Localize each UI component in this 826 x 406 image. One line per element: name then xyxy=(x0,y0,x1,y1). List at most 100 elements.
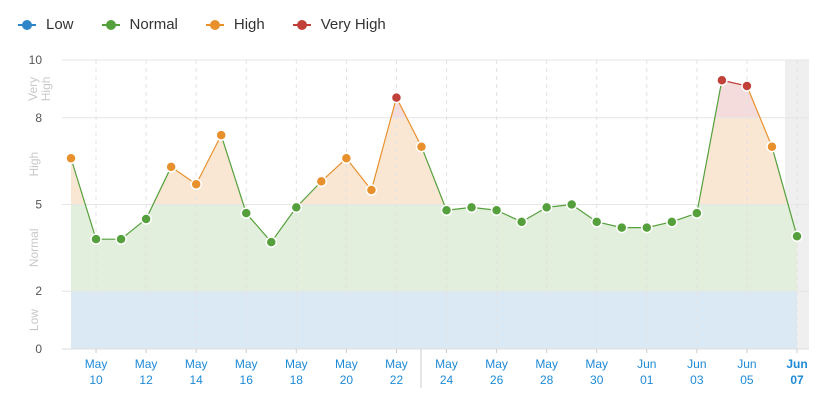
data-point[interactable] xyxy=(340,152,353,165)
data-point[interactable] xyxy=(590,216,603,228)
legend-low-label: Low xyxy=(46,16,74,33)
x-tick-label-month: May xyxy=(185,357,208,371)
x-tick-label-day: 14 xyxy=(189,373,203,387)
chart-legend: Low Normal High Very High xyxy=(18,16,386,33)
legend-item-high[interactable]: High xyxy=(205,16,265,33)
x-tick-label-month: May xyxy=(485,357,508,371)
data-point[interactable] xyxy=(565,198,578,211)
data-point[interactable] xyxy=(515,216,528,228)
series-line-segment xyxy=(220,134,247,214)
data-point[interactable] xyxy=(540,201,553,214)
series-line-segment xyxy=(345,157,372,191)
data-point[interactable] xyxy=(265,236,278,248)
x-tick-label-month: May xyxy=(585,357,608,371)
x-tick-label-month: May xyxy=(385,357,408,371)
legend-item-normal[interactable]: Normal xyxy=(101,16,178,33)
series-line-segment xyxy=(771,146,798,237)
x-tick-label-day: 24 xyxy=(440,373,454,387)
legend-item-very-high[interactable]: Very High xyxy=(292,16,386,33)
band-fill-high xyxy=(71,117,797,205)
data-point[interactable] xyxy=(190,178,202,191)
series-line-segment xyxy=(145,166,172,220)
y-tick-label: 8 xyxy=(35,111,42,125)
x-tick-label-month: May xyxy=(85,357,108,371)
legend-very-high-label: Very High xyxy=(320,16,386,33)
x-tick-label-month: Jun xyxy=(637,357,656,371)
y-tick-label: 5 xyxy=(35,198,42,212)
data-point[interactable] xyxy=(716,74,728,86)
series-line-segment xyxy=(746,85,773,147)
data-point[interactable] xyxy=(490,204,503,217)
band-label-low: Low xyxy=(27,309,41,331)
x-tick-label-day: 22 xyxy=(390,373,404,387)
series-line-segment xyxy=(420,146,448,211)
band-label-very-high: Very xyxy=(26,77,40,101)
x-tick-label-day: 05 xyxy=(740,373,754,387)
x-tick-label-month: Jun xyxy=(687,357,706,371)
series-line-segment xyxy=(696,80,723,214)
data-point[interactable] xyxy=(215,129,227,141)
data-point[interactable] xyxy=(90,233,102,245)
legend-low-marker xyxy=(18,19,36,31)
data-point[interactable] xyxy=(415,140,428,153)
x-tick-label-day: 07 xyxy=(790,373,804,387)
data-point[interactable] xyxy=(115,233,127,245)
series-line-segment xyxy=(370,97,398,191)
data-point[interactable] xyxy=(666,216,678,228)
y-tick-label: 0 xyxy=(35,342,42,356)
band-fill-low xyxy=(71,291,797,349)
x-tick-label-day: 26 xyxy=(490,373,504,387)
x-tick-label-month: Jun xyxy=(786,357,807,371)
series-line-segment xyxy=(70,158,97,240)
legend-item-low[interactable]: Low xyxy=(18,16,74,33)
series-line-segment xyxy=(295,180,322,208)
data-point[interactable] xyxy=(691,207,703,219)
x-tick-label-month: May xyxy=(235,357,258,371)
series-line-segment xyxy=(395,97,423,147)
data-point[interactable] xyxy=(641,221,653,234)
x-tick-label-month: May xyxy=(285,357,308,371)
x-tick-label-day: 30 xyxy=(590,373,604,387)
data-point[interactable] xyxy=(791,230,803,243)
data-point[interactable] xyxy=(290,201,303,214)
data-point[interactable] xyxy=(616,221,628,234)
data-point[interactable] xyxy=(440,204,453,217)
data-point[interactable] xyxy=(390,91,403,104)
x-tick-label-day: 16 xyxy=(240,373,254,387)
band-label-very-high-second-line: High xyxy=(39,77,53,102)
data-point[interactable] xyxy=(741,80,753,92)
x-tick-label-month: Jun xyxy=(737,357,756,371)
x-tick-label-day: 03 xyxy=(690,373,704,387)
legend-very-high-marker xyxy=(292,19,311,31)
data-point[interactable] xyxy=(240,207,252,219)
band-label-normal: Normal xyxy=(27,229,41,268)
data-point[interactable] xyxy=(766,140,778,153)
y-tick-label: 10 xyxy=(29,53,43,67)
legend-normal-label: Normal xyxy=(129,16,178,33)
x-tick-label-day: 10 xyxy=(89,373,103,387)
series-line-segment xyxy=(245,212,272,243)
band-label-high: High xyxy=(27,152,41,177)
data-point[interactable] xyxy=(65,152,77,165)
data-point[interactable] xyxy=(315,175,328,188)
band-fill-very-high xyxy=(71,80,797,118)
band-fill-normal xyxy=(71,204,797,292)
x-tick-label-day: 20 xyxy=(340,373,354,387)
series-line-segment xyxy=(195,134,222,185)
data-point[interactable] xyxy=(465,201,478,214)
x-tick-label-month: May xyxy=(535,357,558,371)
series-line-segment xyxy=(270,207,297,243)
x-tick-label-day: 18 xyxy=(290,373,304,387)
data-point[interactable] xyxy=(165,161,177,173)
data-point[interactable] xyxy=(365,184,378,196)
x-tick-label-month: May xyxy=(335,357,358,371)
y-tick-label: 2 xyxy=(35,284,42,298)
legend-normal-marker xyxy=(101,19,120,31)
legend-high-label: High xyxy=(233,16,265,33)
data-point[interactable] xyxy=(140,213,152,225)
legend-high-marker xyxy=(205,19,224,31)
x-tick-label-month: May xyxy=(135,357,158,371)
x-tick-label-day: 28 xyxy=(540,373,554,387)
x-tick-label-day: 12 xyxy=(139,373,153,387)
